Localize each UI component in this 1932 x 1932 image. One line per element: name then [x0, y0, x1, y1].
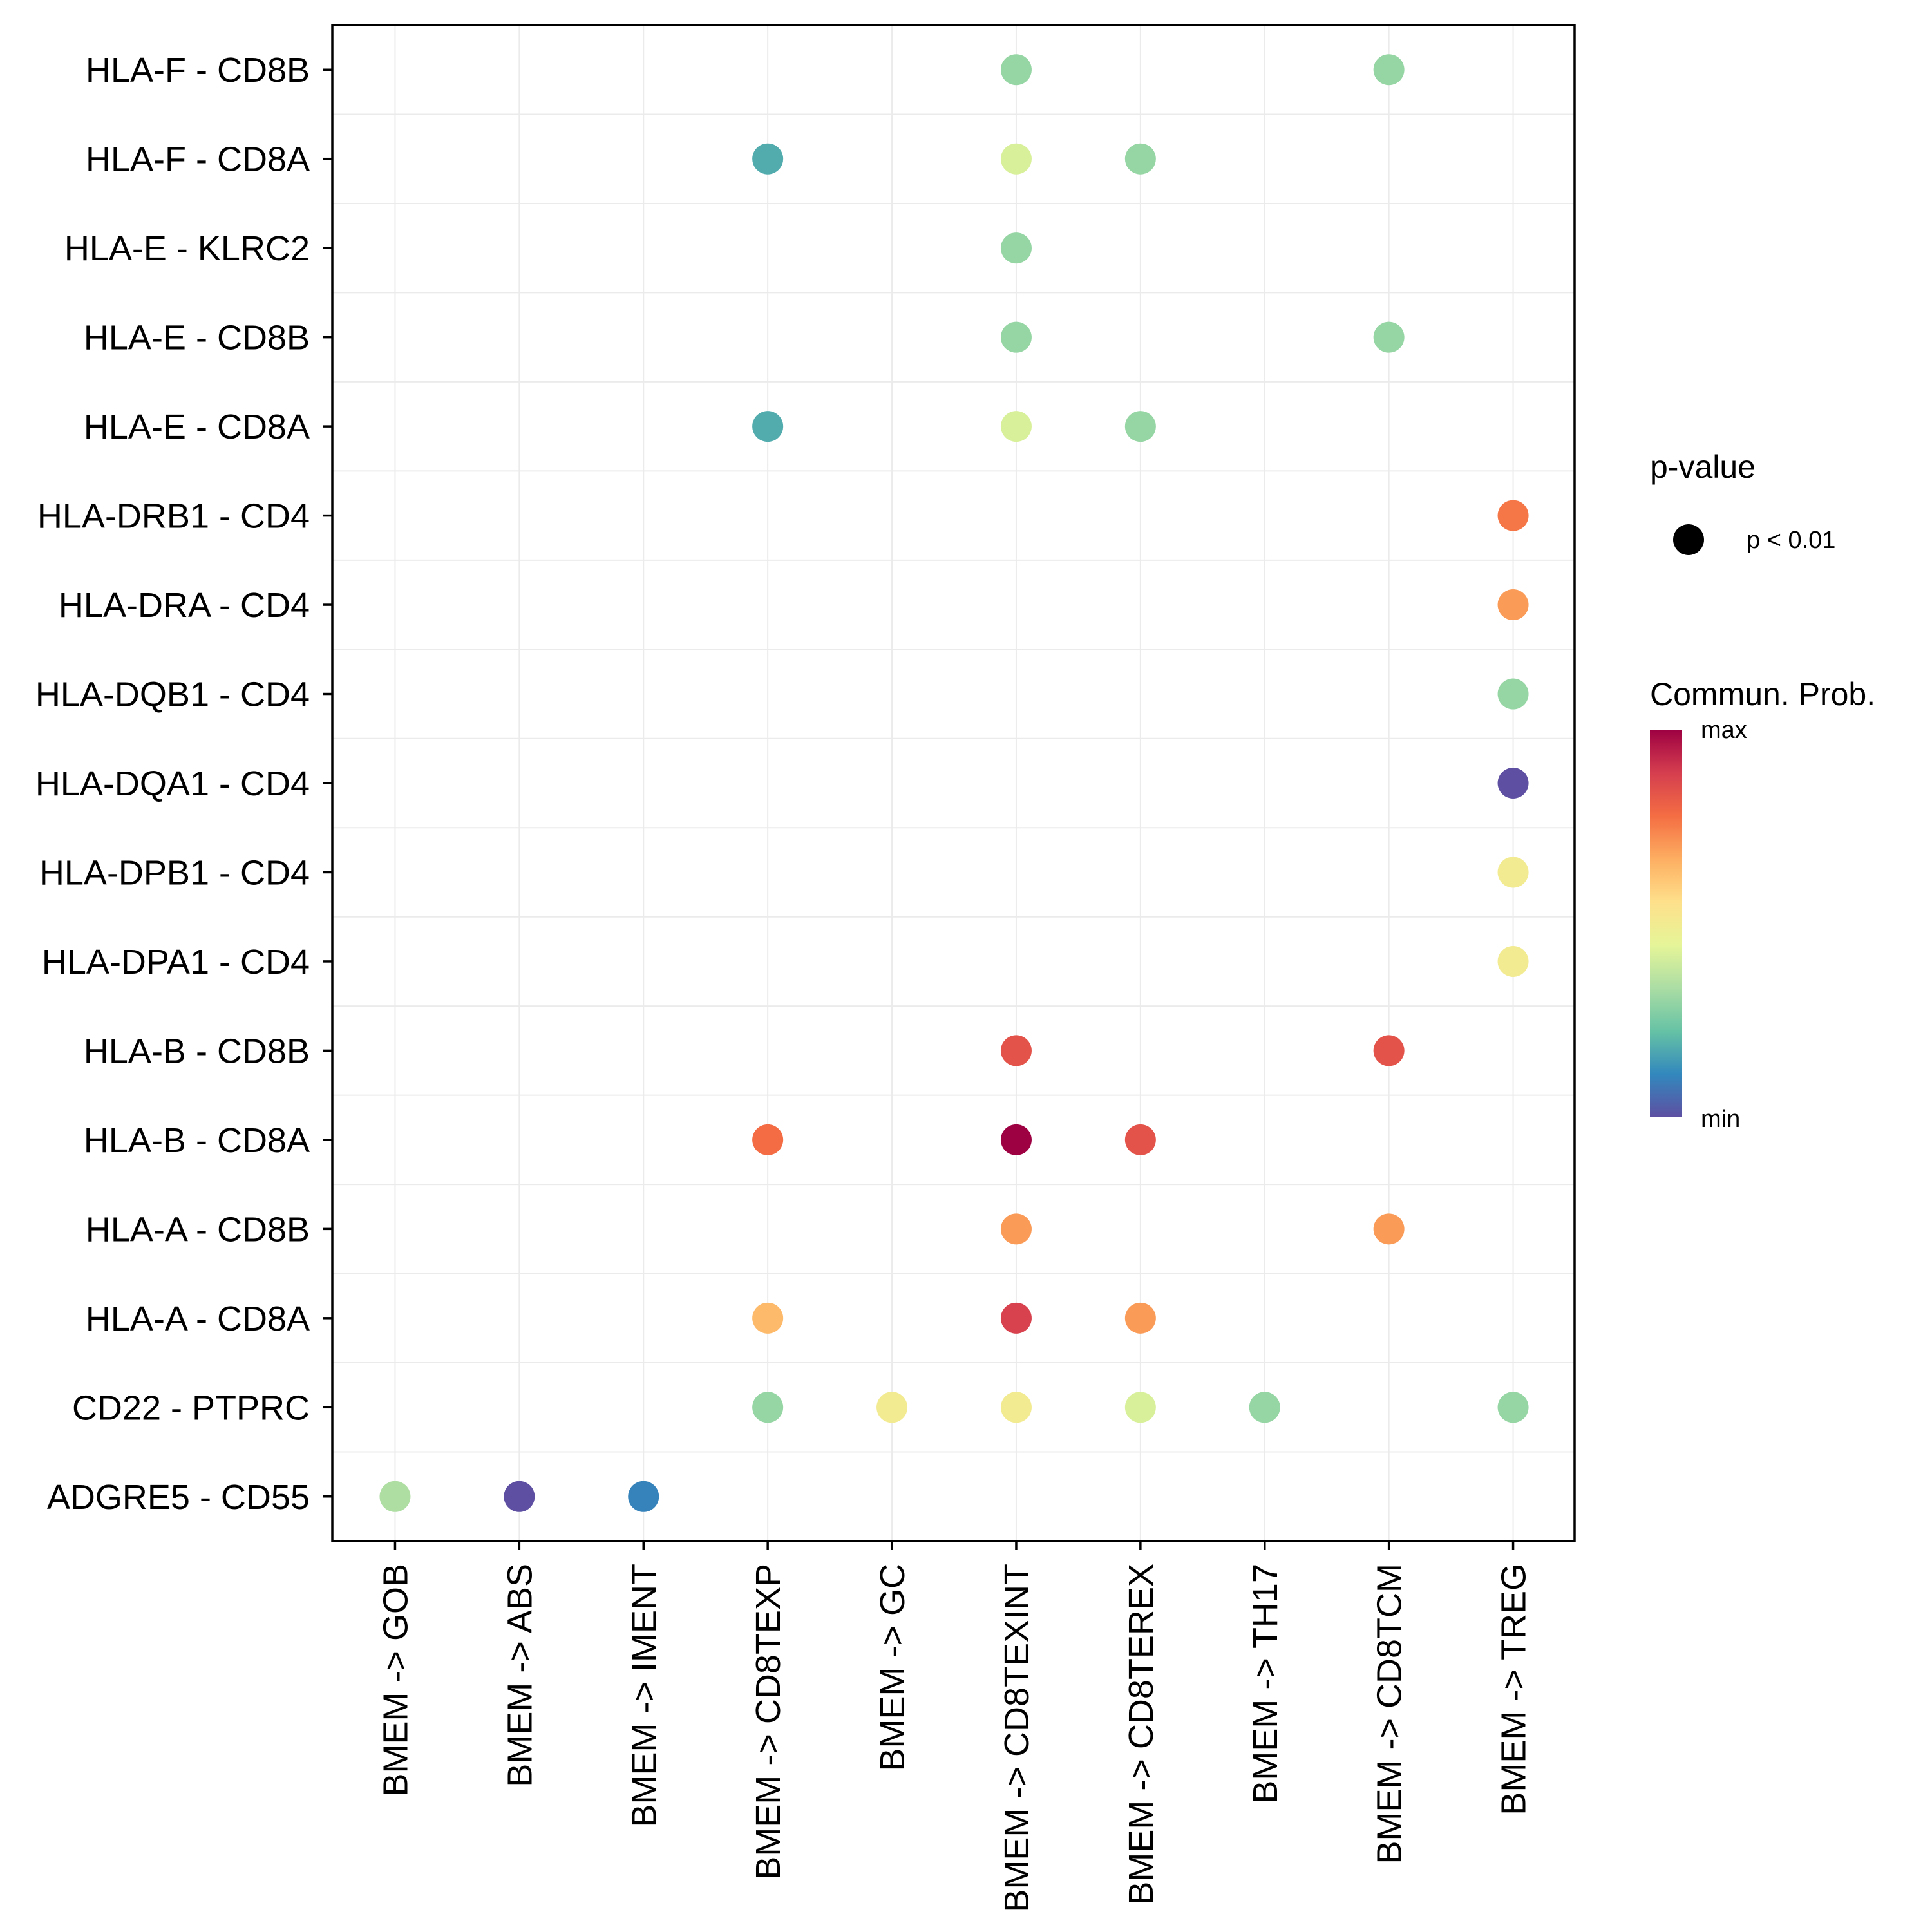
data-point	[1000, 1035, 1032, 1066]
x-tick-label: BMEM -> CD8TEXP	[749, 1564, 788, 1880]
data-point	[1373, 321, 1405, 353]
y-tick-label: ADGRE5 - CD55	[47, 1478, 310, 1517]
x-tick-label: BMEM -> GC	[873, 1564, 912, 1772]
data-point	[752, 1302, 784, 1334]
data-point	[1000, 1302, 1032, 1334]
data-point	[1497, 1392, 1529, 1423]
data-point	[379, 1481, 411, 1512]
data-point	[752, 1124, 784, 1155]
data-point	[1497, 945, 1529, 977]
data-point	[628, 1481, 659, 1512]
data-point	[1000, 232, 1032, 264]
y-tick-label: HLA-DPB1 - CD4	[39, 853, 310, 892]
data-point	[752, 411, 784, 442]
data-point	[1124, 411, 1156, 442]
y-tick-label: HLA-DRA - CD4	[59, 586, 310, 625]
data-point	[1497, 857, 1529, 888]
x-tick-label: BMEM -> TH17	[1246, 1564, 1285, 1804]
color-legend-min-label: min	[1701, 1106, 1740, 1133]
y-tick-label: HLA-DPA1 - CD4	[42, 943, 310, 981]
y-tick-label: HLA-F - CD8B	[86, 51, 310, 90]
y-tick-label: CD22 - PTPRC	[72, 1388, 310, 1427]
legend: p-value p < 0.01 Commun. Prob. max min	[1650, 449, 1875, 1133]
color-legend-bar	[1650, 730, 1682, 1117]
data-point	[1000, 143, 1032, 175]
data-point	[1000, 321, 1032, 353]
data-point	[752, 1392, 784, 1423]
y-tick-label: HLA-B - CD8A	[84, 1121, 310, 1160]
x-tick-label: BMEM -> TREG	[1495, 1564, 1533, 1815]
data-point	[1373, 1035, 1405, 1066]
data-point	[752, 143, 784, 175]
data-point	[1373, 1213, 1405, 1245]
y-tick-label: HLA-E - CD8A	[84, 408, 310, 446]
x-axis: BMEM -> GOB BMEM -> ABS BMEM -> IMENT BMEM …	[376, 1541, 1533, 1913]
size-legend-dot	[1673, 524, 1704, 555]
data-point	[1497, 589, 1529, 621]
data-point	[1000, 54, 1032, 86]
x-tick-label: BMEM -> ABS	[500, 1564, 539, 1787]
y-tick-label: HLA-B - CD8B	[84, 1032, 310, 1070]
plot-background	[332, 25, 1575, 1541]
data-point	[1497, 500, 1529, 531]
y-tick-label: HLA-E - KLRC2	[64, 229, 310, 268]
y-tick-label: HLA-DRB1 - CD4	[37, 497, 310, 536]
data-point	[1249, 1392, 1280, 1423]
data-point	[1124, 1302, 1156, 1334]
data-point	[504, 1481, 535, 1512]
x-tick-label: BMEM -> CD8TEREX	[1122, 1564, 1160, 1905]
data-point	[876, 1392, 908, 1423]
data-point	[1000, 1392, 1032, 1423]
x-tick-label: BMEM -> CD8TEXINT	[998, 1564, 1036, 1913]
color-legend-title: Commun. Prob.	[1650, 676, 1875, 712]
data-point	[1000, 1124, 1032, 1155]
x-tick-label: BMEM -> CD8TCM	[1370, 1564, 1409, 1864]
data-points	[379, 54, 1529, 1512]
x-tick-label: BMEM -> IMENT	[625, 1564, 663, 1828]
data-point	[1124, 1392, 1156, 1423]
color-legend-max-label: max	[1701, 717, 1747, 744]
y-tick-label: HLA-A - CD8B	[86, 1210, 310, 1249]
data-point	[1124, 1124, 1156, 1155]
data-point	[1497, 768, 1529, 799]
size-legend-label: p < 0.01	[1747, 527, 1835, 554]
data-point	[1497, 678, 1529, 710]
y-axis: HLA-F - CD8B HLA-F - CD8A HLA-E - KLRC2 HLA…	[35, 51, 332, 1517]
y-tick-label: HLA-DQA1 - CD4	[35, 764, 310, 803]
y-tick-label: HLA-F - CD8A	[86, 140, 310, 179]
y-tick-label: HLA-DQB1 - CD4	[35, 676, 310, 714]
data-point	[1373, 54, 1405, 86]
data-point	[1000, 1213, 1032, 1245]
data-point	[1124, 143, 1156, 175]
y-tick-label: HLA-E - CD8B	[84, 319, 310, 357]
y-tick-label: HLA-A - CD8A	[86, 1300, 310, 1338]
x-tick-label: BMEM -> GOB	[376, 1564, 415, 1797]
size-legend-title: p-value	[1650, 449, 1756, 485]
data-point	[1000, 411, 1032, 442]
